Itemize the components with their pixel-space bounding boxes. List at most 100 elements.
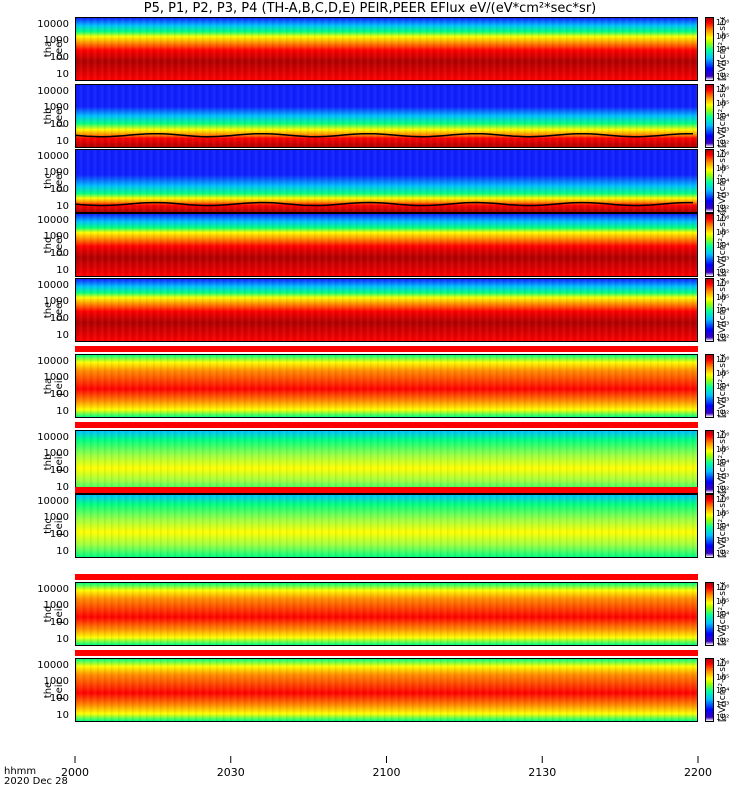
colorbar-tick-label: 10²: [716, 333, 730, 342]
y-tick-label: 10: [56, 329, 69, 341]
colorbar-unit-label: [eV/(cm²-s-sr-eV)]: [718, 430, 728, 494]
panel-separator: [75, 422, 698, 428]
colorbar-tick-label: 10⁵: [716, 163, 730, 173]
colorbar-tick-label: 10²: [716, 485, 730, 494]
colorbar-tick-label: 10⁴: [716, 112, 730, 121]
y-tick-label: 10: [56, 200, 69, 212]
y-tick-label: 100: [49, 464, 69, 476]
heatmap-texture: [76, 583, 697, 645]
x-tick-label: 2100: [372, 766, 401, 779]
y-tick-label: 1000: [43, 372, 69, 384]
heatmap-panel-the-peir: [75, 658, 698, 722]
colorbar-tick-label: 10⁶: [716, 18, 730, 27]
heatmap-texture: [76, 214, 697, 276]
y-tick-label: 100: [49, 183, 69, 195]
heatmap-texture: [76, 85, 697, 147]
y-tick-label: 100: [49, 692, 69, 704]
colorbar-tick-label: 10⁶: [716, 431, 730, 440]
heatmap-texture: [76, 279, 697, 341]
y-tick-label: 1000: [43, 448, 69, 460]
heatmap-panel-thd-peer: [75, 213, 698, 277]
colorbar: [705, 213, 714, 277]
y-tick-label: 1000: [43, 167, 69, 179]
y-tick-label: 1000: [43, 35, 69, 47]
heatmap-panel-tha-peer: [75, 17, 698, 81]
y-tick-label: 10: [56, 481, 69, 493]
colorbar-tick-label: 10⁵: [716, 508, 730, 518]
colorbar-tick-label: 10³: [716, 471, 730, 481]
heatmap-fill: [76, 85, 697, 147]
heatmap-texture: [76, 659, 697, 721]
x-tick-label: 2130: [528, 766, 557, 779]
heatmap-fill: [76, 431, 697, 493]
panel-separator: [75, 574, 698, 580]
colorbar: [705, 278, 714, 342]
y-tick-label: 10000: [37, 279, 69, 291]
y-tick-label: 10: [56, 709, 69, 721]
y-tick-label: 10000: [37, 18, 69, 30]
colorbar: [705, 494, 714, 558]
colorbar-tick-label: 10³: [716, 699, 730, 709]
colorbar-tick-label: 10⁴: [716, 610, 730, 619]
colorbar-tick-label: 10⁵: [716, 227, 730, 237]
y-tick-label: 10000: [37, 355, 69, 367]
colorbar-tick-label: 10³: [716, 535, 730, 545]
panel-separator: [75, 346, 698, 352]
y-tick-label: 10000: [37, 583, 69, 595]
heatmap-fill: [76, 583, 697, 645]
y-tick-label: 10: [56, 264, 69, 276]
colorbar-tick-label: 10²: [716, 637, 730, 646]
colorbar-tick-label: 10⁶: [716, 583, 730, 592]
y-tick-label: 10: [56, 633, 69, 645]
colorbar-tick-label: 10⁶: [716, 279, 730, 288]
colorbar-tick-label: 10⁴: [716, 458, 730, 467]
heatmap-fill: [76, 214, 697, 276]
y-tick-label: 100: [49, 51, 69, 63]
colorbar: [705, 149, 714, 213]
y-tick-label: 1000: [43, 296, 69, 308]
y-tick-label: 100: [49, 528, 69, 540]
heatmap-fill: [76, 18, 697, 80]
heatmap-panel-thc-peir: [75, 494, 698, 558]
colorbar-tick-label: 10²: [716, 713, 730, 722]
heatmap-texture: [76, 495, 697, 557]
heatmap-panel-thb-peir: [75, 430, 698, 494]
colorbar-tick-label: 10²: [716, 549, 730, 558]
colorbar: [705, 582, 714, 646]
y-tick-label: 10: [56, 135, 69, 147]
colorbar-unit-label: [eV/(cm²-s-sr-eV)]: [718, 494, 728, 558]
colorbar: [705, 430, 714, 494]
y-tick-label: 10000: [37, 150, 69, 162]
y-tick-label: 10000: [37, 431, 69, 443]
panel-separator: [75, 650, 698, 656]
heatmap-panel-thc-peer: [75, 149, 698, 213]
colorbar-tick-label: 10⁵: [716, 444, 730, 454]
y-tick-label: 10000: [37, 495, 69, 507]
colorbar-unit-label: [eV/(cm²-s-sr-eV)]: [718, 582, 728, 646]
y-tick-label: 100: [49, 247, 69, 259]
heatmap-fill: [76, 150, 697, 212]
colorbar-tick-label: 10⁵: [716, 672, 730, 682]
colorbar-tick-label: 10³: [716, 623, 730, 633]
x-tick-label: 2000: [61, 766, 89, 779]
colorbar: [705, 84, 714, 148]
colorbar-tick-label: 10⁴: [716, 382, 730, 391]
y-tick-label: 10: [56, 405, 69, 417]
colorbar-tick-label: 10²: [716, 139, 730, 148]
colorbar-tick-label: 10⁴: [716, 177, 730, 186]
colorbar-tick-label: 10⁵: [716, 98, 730, 108]
colorbar-tick-label: 10²: [716, 204, 730, 213]
y-tick-label: 1000: [43, 231, 69, 243]
colorbar-tick-label: 10²: [716, 268, 730, 277]
colorbar-unit-label: [eV/(cm²-s-sr-eV)]: [718, 354, 728, 418]
trace-line: [74, 132, 693, 138]
heatmap-texture: [76, 150, 697, 212]
colorbar-tick-label: 10⁵: [716, 596, 730, 606]
colorbar-tick-label: 10⁴: [716, 686, 730, 695]
colorbar-tick-label: 10⁶: [716, 659, 730, 668]
y-tick-label: 100: [49, 616, 69, 628]
colorbar-tick-label: 10²: [716, 72, 730, 81]
y-tick-label: 100: [49, 118, 69, 130]
